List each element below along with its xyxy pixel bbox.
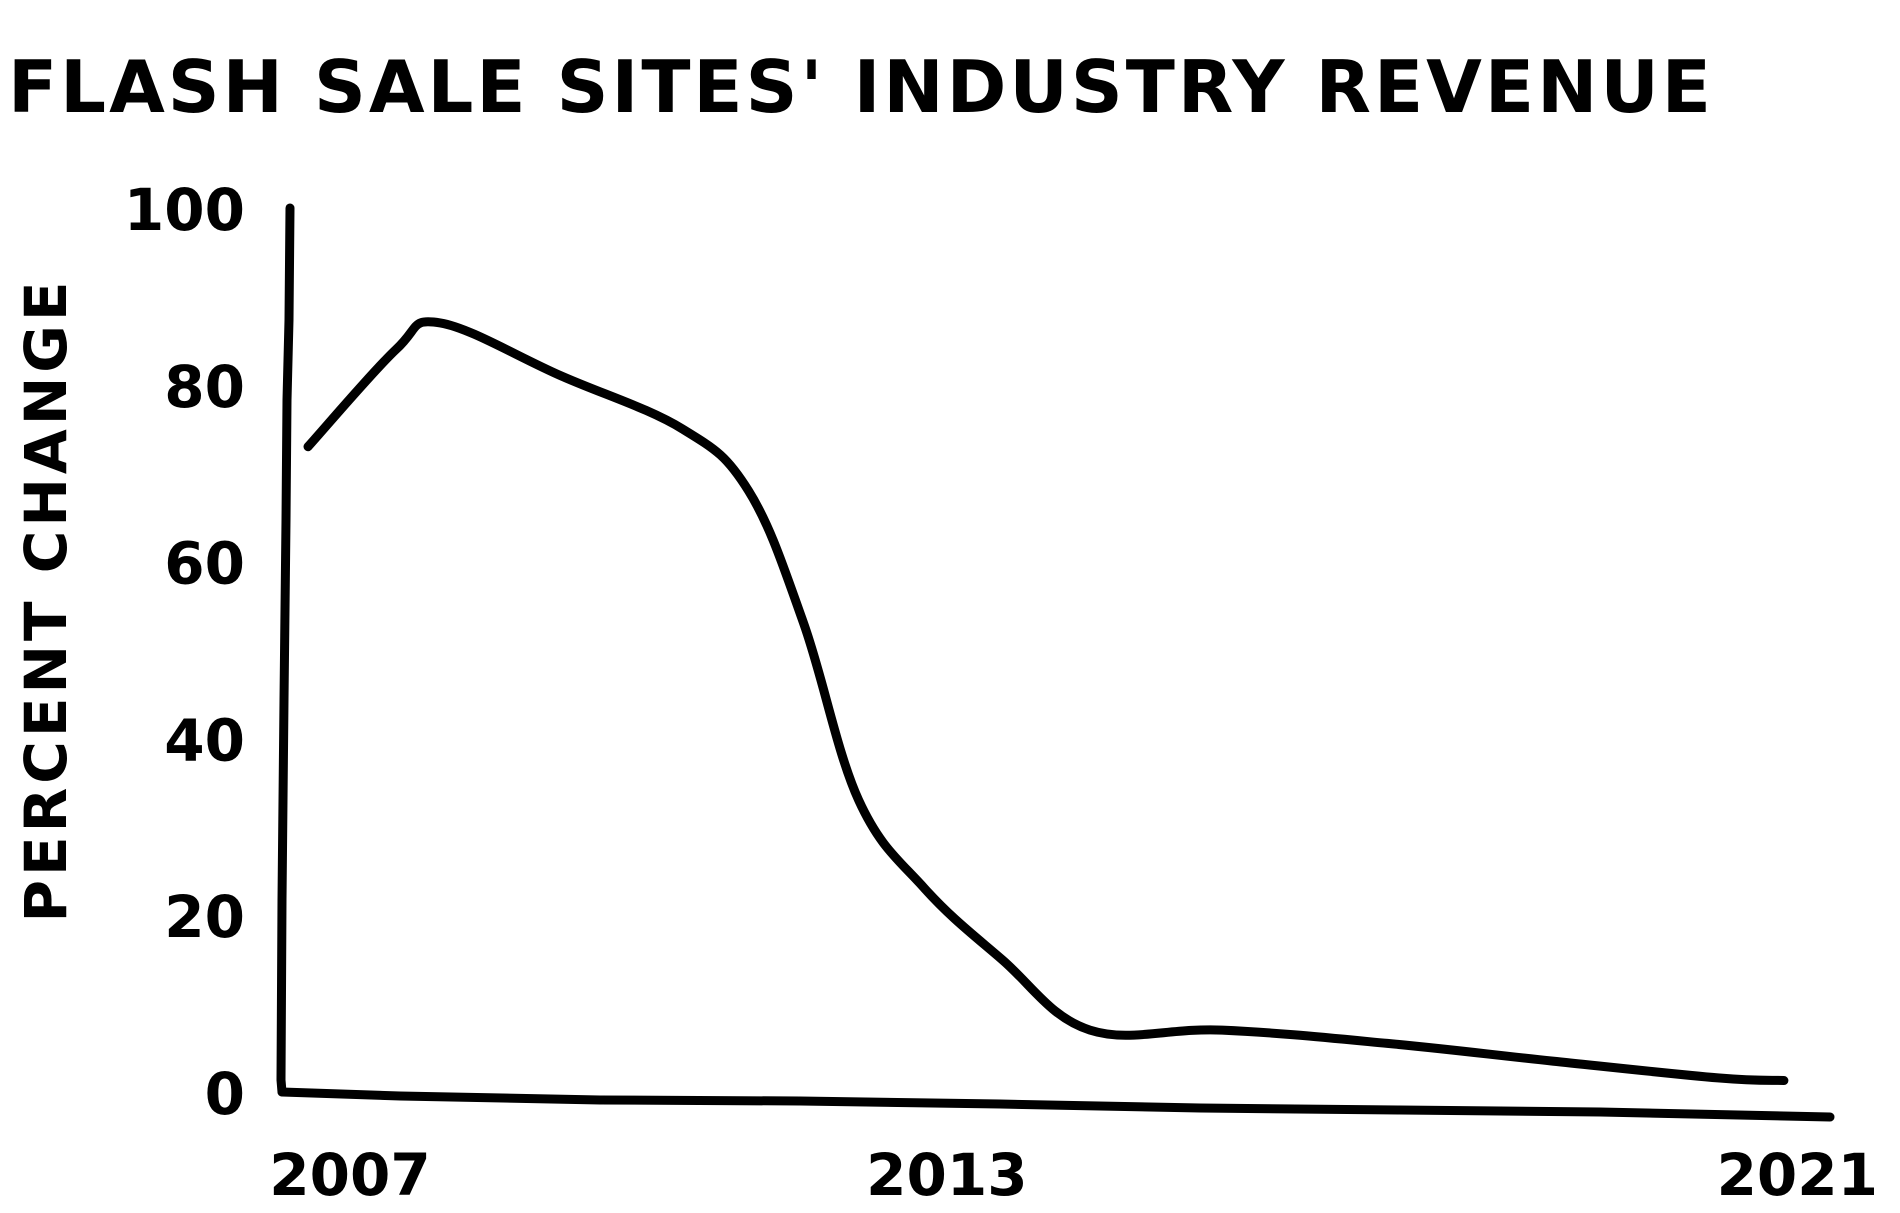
y-axis-ticks: 0 20 40 60 80 100 <box>124 176 245 1128</box>
y-tick-label: 100 <box>124 176 245 244</box>
x-axis-ticks: 2007 2013 2021 <box>269 1141 1878 1209</box>
chart-title: FLASH SALE SITES' INDUSTRY REVENUE <box>8 45 1714 129</box>
series-line <box>303 317 1789 1085</box>
y-axis-label: PERCENT CHANGE <box>12 277 80 922</box>
x-axis-line <box>277 1087 1835 1122</box>
x-tick-label: 2007 <box>269 1141 430 1209</box>
y-tick-label: 80 <box>164 353 245 421</box>
y-tick-label: 60 <box>164 530 245 598</box>
y-tick-label: 20 <box>164 883 245 951</box>
x-tick-label: 2013 <box>866 1141 1027 1209</box>
y-tick-label: 40 <box>164 706 245 774</box>
y-tick-label: 0 <box>205 1060 245 1128</box>
x-tick-label: 2021 <box>1717 1141 1878 1209</box>
data-series <box>303 317 1789 1085</box>
y-axis-line <box>276 203 295 1097</box>
